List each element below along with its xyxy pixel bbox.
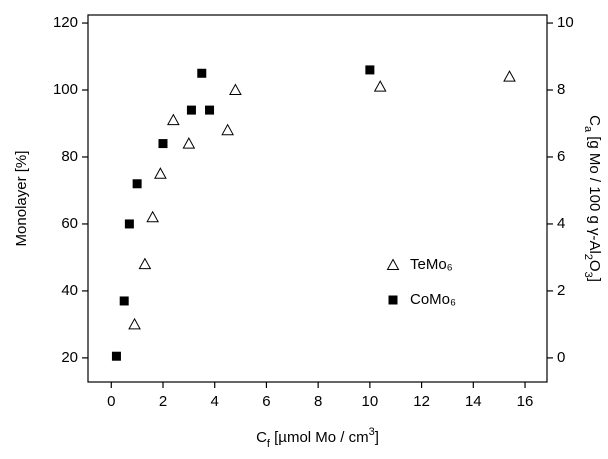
y-axis-title-part: Monolayer [%] — [13, 151, 30, 247]
y2-tick-label: 2 — [557, 282, 565, 299]
point — [158, 139, 168, 149]
y-axis-title: Monolayer [%] — [13, 151, 30, 247]
x-tick-label: 12 — [413, 393, 430, 410]
point — [229, 83, 242, 96]
x-axis-title: Cf [µmol Mo / cm3] — [256, 426, 379, 450]
point — [205, 105, 215, 115]
x-tick-label: 6 — [262, 393, 270, 410]
y2-tick-label: 8 — [557, 81, 565, 98]
y2-axis-title-part: C — [586, 115, 603, 126]
point — [182, 137, 196, 149]
point — [154, 167, 167, 179]
point — [128, 317, 141, 330]
y2-axis-title-part: 3 — [582, 272, 594, 278]
y2-axis-title-part: 2 — [582, 254, 594, 260]
point — [365, 65, 375, 75]
y-tick-label: 60 — [61, 215, 78, 232]
x-tick-label: 2 — [159, 393, 167, 410]
y-tick-label: 40 — [61, 282, 78, 299]
legend-label: CoMo₆ — [410, 291, 456, 308]
x-tick-label: 8 — [314, 393, 322, 410]
y2-axis-title-part: a — [582, 126, 594, 133]
point — [503, 70, 516, 82]
point — [132, 179, 142, 189]
point — [373, 80, 387, 92]
y2-axis-title-part: O — [586, 260, 603, 272]
x-tick-label: 10 — [362, 393, 379, 410]
point — [119, 296, 129, 306]
x-axis-title-part: ] — [375, 429, 379, 446]
y-tick-label: 100 — [53, 81, 78, 98]
x-axis-title-part: 3 — [369, 426, 375, 438]
y-tick-label: 80 — [61, 148, 78, 165]
y2-axis-title: Ca [g Mo / 100 g γ-Al2O3] — [582, 115, 603, 282]
y2-tick-label: 4 — [557, 215, 565, 232]
plot-frame — [87, 14, 548, 383]
y-tick-label: 120 — [53, 14, 78, 31]
x-tick-label: 0 — [107, 393, 115, 410]
legend-label: TeMo₆ — [410, 256, 453, 273]
y2-tick-label: 6 — [557, 148, 565, 165]
x-tick-label: 16 — [517, 393, 534, 410]
x-axis-title-part: C — [256, 429, 267, 446]
point — [166, 113, 180, 126]
point — [111, 351, 121, 361]
y2-tick-label: 10 — [557, 14, 574, 31]
legend-marker — [386, 258, 400, 270]
point — [124, 219, 134, 229]
y2-axis-title-part: [g Mo / 100 g γ-Al — [586, 132, 603, 254]
point — [221, 123, 234, 136]
y2-tick-label: 0 — [557, 349, 565, 366]
x-axis-title-part: f — [267, 438, 271, 450]
x-tick-label: 4 — [211, 393, 219, 410]
y-tick-label: 20 — [61, 349, 78, 366]
x-tick-label: 14 — [465, 393, 482, 410]
point — [197, 68, 207, 78]
point — [146, 210, 159, 223]
point — [186, 105, 196, 115]
point — [138, 257, 152, 270]
y2-axis-title-part: ] — [586, 278, 603, 282]
x-axis-title-part: [µmol Mo / cm — [270, 429, 369, 446]
legend-marker — [388, 295, 398, 305]
